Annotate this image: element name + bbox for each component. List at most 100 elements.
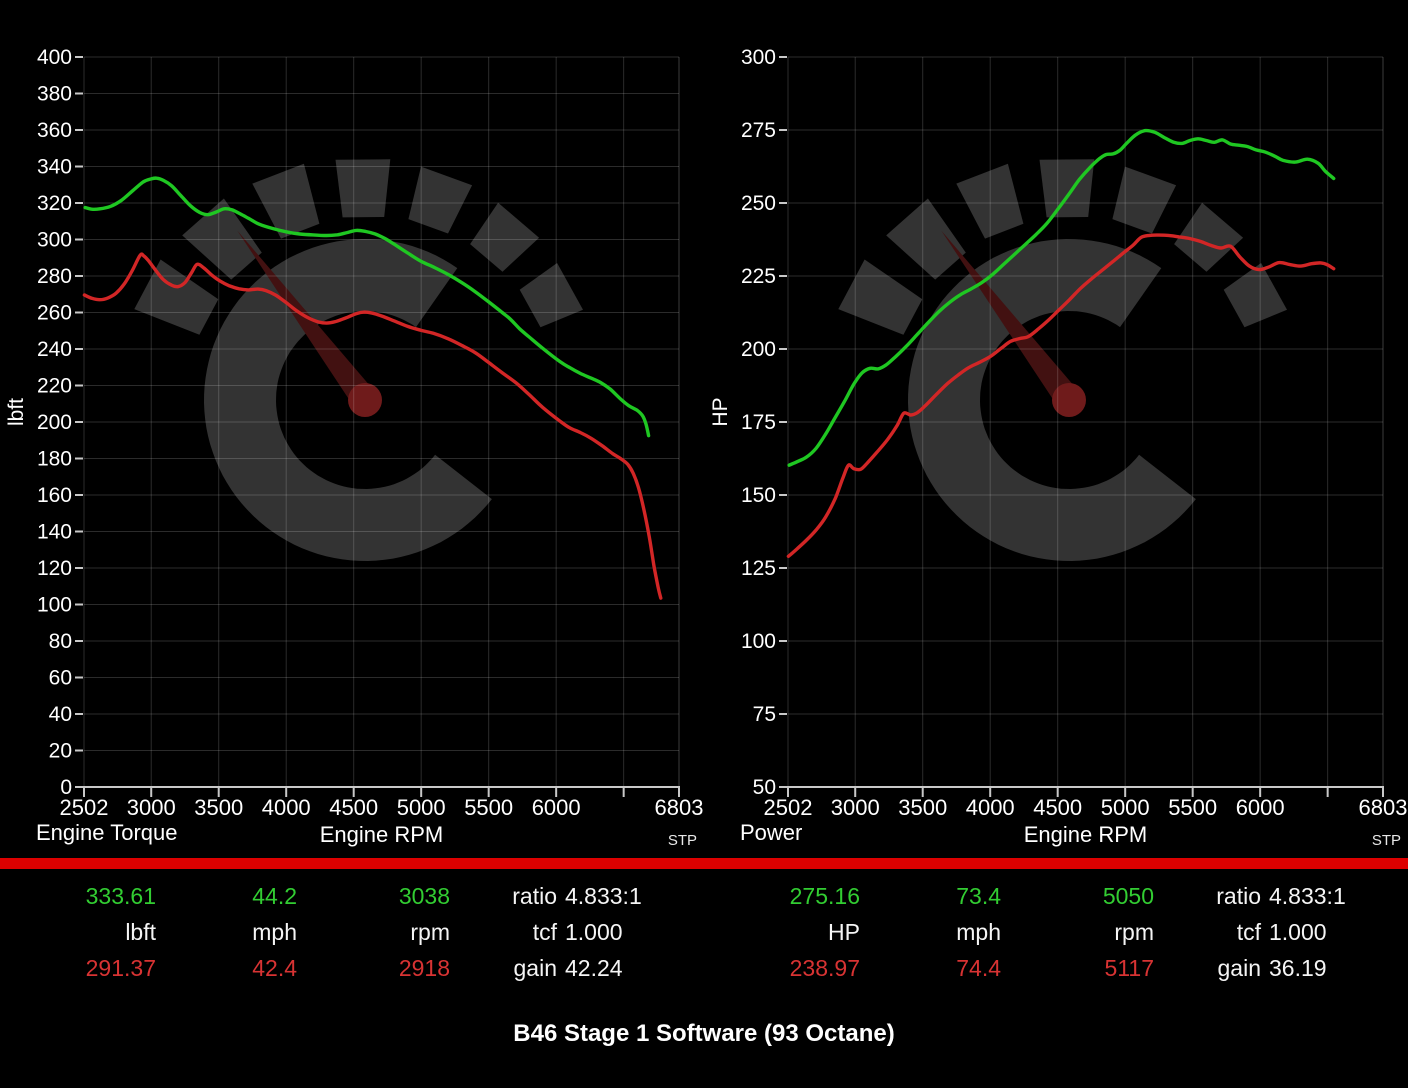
tcf-label: tcf bbox=[1236, 919, 1261, 945]
gain-label: gain bbox=[1217, 955, 1261, 981]
y-tick-label: 260 bbox=[37, 302, 72, 325]
gauge-segment bbox=[519, 263, 583, 328]
gauge-hub bbox=[1052, 383, 1086, 417]
x-tick-label: 6000 bbox=[532, 795, 581, 820]
gauge-segment bbox=[470, 202, 540, 272]
speed-unit: mph bbox=[252, 919, 297, 945]
gauge-segment bbox=[838, 259, 923, 335]
tcf-label: tcf bbox=[532, 919, 557, 945]
ratio-value: 4.833:1 bbox=[1269, 883, 1346, 909]
y-tick-label: 150 bbox=[741, 484, 776, 507]
x-tick-label: 3000 bbox=[127, 795, 176, 820]
gauge-hub bbox=[348, 383, 382, 417]
gauge-segment bbox=[1223, 263, 1287, 328]
y-tick-label: 50 bbox=[753, 776, 776, 799]
tcf-value: 1.000 bbox=[565, 919, 623, 945]
power-chart: 50 75 100 125 150 175 200 225 250 275 300 3000 3500 4… bbox=[741, 46, 1408, 820]
torque-x-axis-title: Engine RPM bbox=[319, 822, 444, 847]
x-tick-label: 3000 bbox=[831, 795, 880, 820]
x-tick-label: 2502 bbox=[60, 795, 109, 820]
y-tick-label: 300 bbox=[37, 229, 72, 252]
gauge-segment bbox=[182, 198, 262, 280]
gauge-ring bbox=[908, 239, 1196, 561]
y-tick-label: 280 bbox=[37, 265, 72, 288]
torque-stock-speed: 42.4 bbox=[252, 955, 297, 981]
power-stock-value: 238.97 bbox=[789, 955, 860, 981]
gauge-ring bbox=[204, 239, 492, 561]
x-tick-label: 4500 bbox=[1033, 795, 1082, 820]
y-tick-label: 275 bbox=[741, 119, 776, 142]
y-tick-label: 380 bbox=[37, 83, 72, 106]
gauge-segment bbox=[1174, 202, 1244, 272]
rpm-unit: rpm bbox=[410, 919, 450, 945]
torque-unit: lbft bbox=[125, 919, 156, 945]
gauge-segment bbox=[134, 259, 219, 335]
gridlines bbox=[83, 56, 680, 787]
y-tick-label: 200 bbox=[37, 411, 72, 434]
x-tick-label: 5500 bbox=[464, 795, 513, 820]
ratio-label: ratio bbox=[512, 883, 557, 909]
y-tick-label: 360 bbox=[37, 119, 72, 142]
y-tick-label: 320 bbox=[37, 192, 72, 215]
axes bbox=[75, 56, 680, 797]
y-tick-label: 160 bbox=[37, 484, 72, 507]
gauge-segment bbox=[335, 159, 391, 218]
power-x-axis-title: Engine RPM bbox=[1023, 822, 1148, 847]
y-tick-label: 300 bbox=[741, 46, 776, 69]
y-tick-label: 125 bbox=[741, 557, 776, 580]
y-tick-label: 240 bbox=[37, 338, 72, 361]
y-tick-label: 40 bbox=[49, 703, 72, 726]
power-chart-panel: 50 75 100 125 150 175 200 225 250 275 300 3000 3500 4… bbox=[704, 0, 1408, 858]
power-readout-block: 275.16 73.4 5050 HP mph rpm 238.97 74.4 … bbox=[704, 876, 1408, 992]
power-stock-speed: 74.4 bbox=[956, 955, 1001, 981]
y-tick-label: 75 bbox=[753, 703, 776, 726]
y-tick-label: 225 bbox=[741, 265, 776, 288]
y-tick-label: 220 bbox=[37, 375, 72, 398]
rpm-unit: rpm bbox=[1114, 919, 1154, 945]
y-tick-label: 100 bbox=[37, 594, 72, 617]
y-tick-label: 20 bbox=[49, 740, 72, 763]
y-tick-label: 175 bbox=[741, 411, 776, 434]
power-chart-title: Power bbox=[740, 820, 803, 845]
power-y-axis-title: HP bbox=[709, 397, 732, 427]
gain-value: 36.19 bbox=[1269, 955, 1327, 981]
ratio-value: 4.833:1 bbox=[565, 883, 642, 909]
y-tick-label: 0 bbox=[60, 776, 72, 799]
gauge-segment bbox=[886, 198, 966, 280]
torque-stock-rpm: 2918 bbox=[398, 955, 450, 981]
x-tick-label: 4000 bbox=[262, 795, 311, 820]
power-tuned-rpm: 5050 bbox=[1102, 883, 1154, 909]
x-tick-label: 5000 bbox=[397, 795, 446, 820]
ratio-label: ratio bbox=[1216, 883, 1261, 909]
power-curve-stock bbox=[786, 233, 1336, 558]
gauge-segment bbox=[956, 163, 1024, 239]
power-stp-note: STP bbox=[1371, 832, 1401, 849]
x-tick-label: 5000 bbox=[1101, 795, 1150, 820]
y-tick-label: 250 bbox=[741, 192, 776, 215]
gauge-segment bbox=[1112, 166, 1177, 234]
gauge-segment bbox=[408, 166, 473, 234]
y-tick-label: 80 bbox=[49, 630, 72, 653]
tcf-value: 1.000 bbox=[1269, 919, 1327, 945]
x-tick-label: 6803 bbox=[1359, 795, 1408, 820]
y-tick-label: 60 bbox=[49, 667, 72, 690]
torque-tuned-speed: 44.2 bbox=[252, 883, 297, 909]
y-tick-label: 200 bbox=[741, 338, 776, 361]
y-tick-label: 180 bbox=[37, 448, 72, 471]
torque-stock-value: 291.37 bbox=[85, 955, 156, 981]
power-stock-rpm: 5117 bbox=[1104, 955, 1154, 981]
x-tick-label: 4500 bbox=[329, 795, 378, 820]
gain-label: gain bbox=[513, 955, 557, 981]
power-curve-tuned bbox=[787, 128, 1336, 467]
speed-unit: mph bbox=[956, 919, 1001, 945]
torque-curve-stock bbox=[82, 252, 663, 600]
x-tick-label: 2502 bbox=[764, 795, 813, 820]
x-tick-label: 4000 bbox=[966, 795, 1015, 820]
torque-readout-block: 333.61 44.2 3038 lbft mph rpm 291.37 42.… bbox=[0, 876, 704, 992]
gauge-needle bbox=[941, 230, 1080, 408]
x-tick-label: 3500 bbox=[194, 795, 243, 820]
gain-value: 42.24 bbox=[565, 955, 623, 981]
torque-chart-title: Engine Torque bbox=[36, 820, 178, 845]
y-tick-label: 340 bbox=[37, 156, 72, 179]
divider-bar bbox=[0, 858, 1408, 869]
